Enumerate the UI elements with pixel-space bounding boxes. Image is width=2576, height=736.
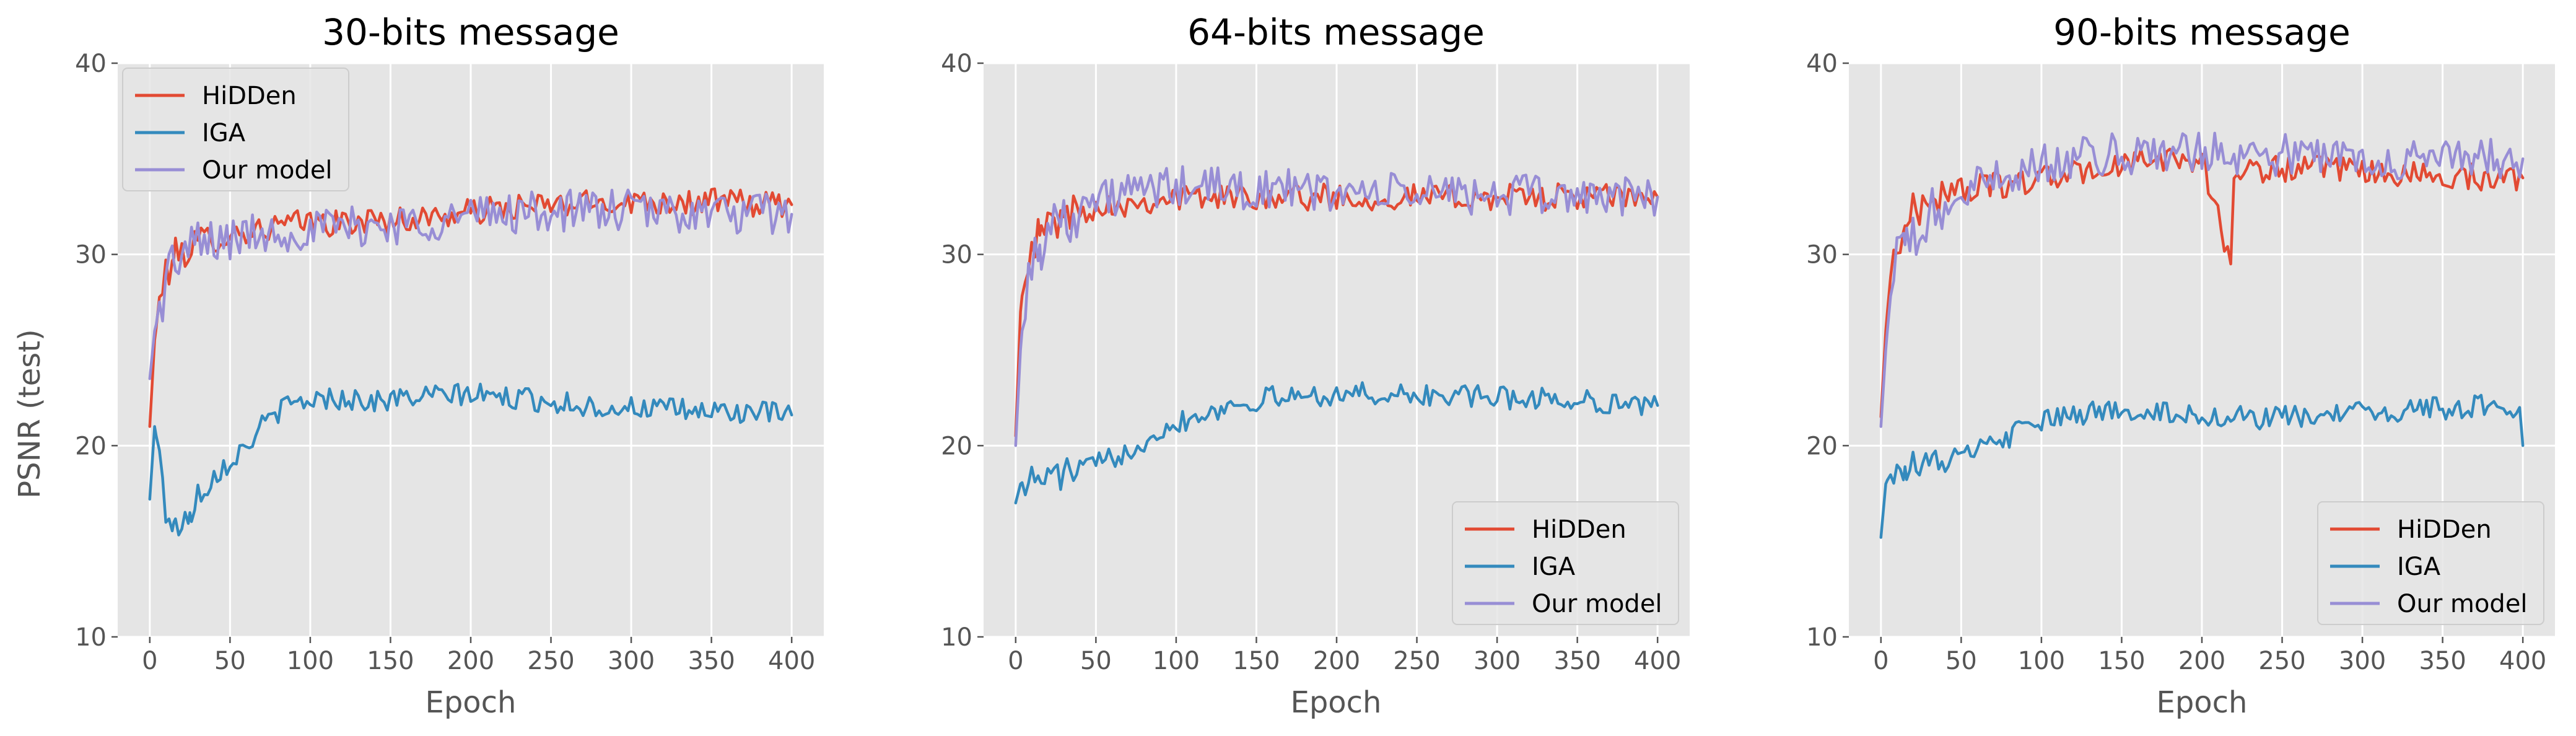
- legend: HiDDen IGA Our model: [1452, 501, 1679, 625]
- x-axis-label: Epoch: [1291, 685, 1382, 720]
- x-tick-label: 150: [367, 647, 414, 675]
- y-axis-label: PSNR (test): [12, 329, 47, 499]
- y-tick-label: 40: [1806, 50, 1838, 78]
- x-tick-label: 0: [1008, 647, 1023, 675]
- x-tick-label: 300: [608, 647, 655, 675]
- y-tick-label: 30: [1806, 241, 1838, 269]
- subplot-30-bits: 30-bits message Epoch 0 50 100 150 200 250 300…: [75, 11, 824, 720]
- x-tick-label: 50: [1080, 647, 1112, 675]
- x-tick-label: 0: [142, 647, 157, 675]
- series-line-iga: [1014, 381, 1659, 505]
- y-tick-label: 30: [75, 241, 107, 269]
- y-tick-label: 40: [941, 50, 972, 78]
- x-tick-label: 250: [1393, 647, 1440, 675]
- legend-label: HiDDen: [1532, 515, 1626, 544]
- x-axis-label: Epoch: [2157, 685, 2248, 720]
- legend-label: Our model: [202, 156, 333, 185]
- y-tick-label: 20: [941, 432, 972, 460]
- series-line-our-model: [148, 188, 793, 380]
- x-tick-label: 400: [768, 647, 815, 675]
- legend: HiDDen IGA Our model: [122, 68, 349, 191]
- x-tick-label: 350: [688, 647, 735, 675]
- legend-label: IGA: [1532, 553, 1576, 581]
- series-line-our-model: [1014, 165, 1659, 447]
- y-tick-label: 10: [941, 623, 972, 652]
- legend-label: IGA: [202, 119, 246, 147]
- subplot-title: 64-bits message: [1187, 11, 1485, 53]
- subplot-64-bits: 64-bits message Epoch 0 50 100 150 200 250 300…: [941, 11, 1690, 720]
- x-tick-label: 50: [214, 647, 246, 675]
- x-tick-label: 50: [1945, 647, 1977, 675]
- x-tick-label: 350: [1553, 647, 1600, 675]
- series-line-iga: [1879, 393, 2525, 539]
- x-tick-label: 400: [1634, 647, 1681, 675]
- legend-label: HiDDen: [2397, 515, 2492, 544]
- x-tick-label: 150: [1233, 647, 1280, 675]
- legend-box: [2317, 501, 2544, 625]
- legend-box: [122, 68, 349, 191]
- x-tick-label: 0: [1873, 647, 1888, 675]
- x-tick-label: 250: [2258, 647, 2305, 675]
- x-tick-label: 100: [1153, 647, 1200, 675]
- x-tick-label: 300: [2339, 647, 2386, 675]
- y-tick-label: 20: [1806, 432, 1838, 460]
- x-tick-label: 350: [2419, 647, 2466, 675]
- subplot-title: 30-bits message: [322, 11, 619, 53]
- series-line-our-model: [1879, 131, 2525, 428]
- legend-box: [1452, 501, 1679, 625]
- x-tick-label: 100: [287, 647, 334, 675]
- y-tick-label: 10: [1806, 623, 1838, 652]
- x-tick-label: 200: [447, 647, 494, 675]
- legend: HiDDen IGA Our model: [2317, 501, 2544, 625]
- x-tick-label: 200: [2178, 647, 2225, 675]
- subplot-90-bits: 90-bits message Epoch 0 50 100 150 200 250 300…: [1806, 11, 2555, 720]
- x-axis-label: Epoch: [426, 685, 517, 720]
- legend-label: Our model: [2397, 590, 2528, 618]
- subplot-title: 90-bits message: [2053, 11, 2351, 53]
- x-tick-label: 300: [1474, 647, 1521, 675]
- y-tick-label: 20: [75, 432, 107, 460]
- y-tick-label: 30: [941, 241, 972, 269]
- x-tick-label: 200: [1313, 647, 1360, 675]
- x-tick-label: 400: [2499, 647, 2546, 675]
- legend-label: HiDDen: [202, 82, 297, 110]
- y-tick-label: 40: [75, 50, 107, 78]
- series-line-iga: [148, 382, 793, 537]
- x-tick-label: 100: [2018, 647, 2065, 675]
- x-tick-label: 150: [2098, 647, 2145, 675]
- legend-label: IGA: [2397, 553, 2441, 581]
- legend-label: Our model: [1532, 590, 1662, 618]
- y-tick-label: 10: [75, 623, 107, 652]
- x-tick-label: 250: [527, 647, 574, 675]
